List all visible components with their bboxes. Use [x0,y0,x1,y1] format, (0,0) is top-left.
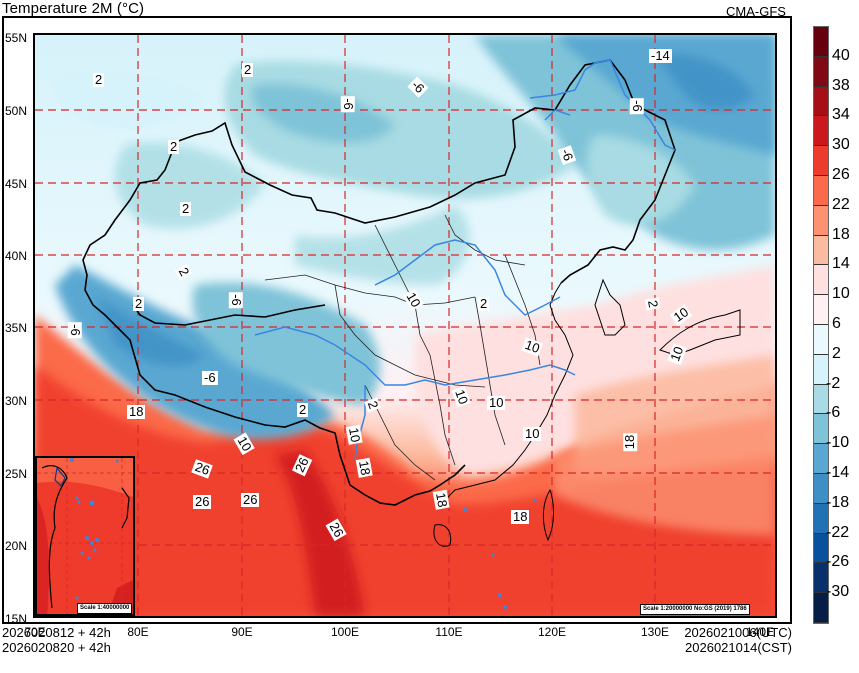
temperature-field [35,35,775,616]
colorbar-label: 14 [832,255,850,273]
contour-label: -6 [629,98,645,114]
contour-label: 10 [487,395,506,410]
colorbar-label: 6 [832,315,841,332]
colorbar-label: 34 [832,106,850,124]
latitude-label: 25N [5,467,28,481]
contour-label: 18 [511,509,530,524]
country-borders [82,59,676,506]
colorbar-segment [814,235,828,266]
colorbar-label: -26 [826,553,850,571]
contour-label: -6 [67,322,83,338]
contour-label: 2 [644,297,662,311]
contour-label: 2 [93,72,105,87]
contour-label: -6 [202,370,218,385]
colorbar-label: -2 [826,374,841,392]
colorbar-label: -10 [826,434,850,452]
colorbar-segment [814,324,828,355]
init-time-cst: 2026020820 + 42h [2,640,111,655]
latitude-label: 30N [5,394,28,408]
inset-map [37,458,133,614]
graticule [35,35,775,616]
colorbar-segment [814,384,828,415]
contour-label: 26 [193,494,212,509]
colorbar-segment [814,86,828,117]
contour-label: -6 [228,292,244,308]
plot-frame [2,16,792,624]
colorbar-segment [814,56,828,87]
south-china-sea-inset: Scale 1:40000000 [35,456,135,616]
contour-label: -6 [340,96,356,112]
colorbar-segment [814,175,828,206]
colorbar-segment [814,593,828,623]
colorbar-label: 40 [832,46,850,64]
colorbar-segment [814,533,828,564]
coastline [433,278,741,547]
map-scale-label: Scale 1:20000000 No:GS (2019) 1786 [640,604,750,615]
colorbar-label: 22 [832,195,850,213]
longitude-label: 70E [24,625,46,639]
contour-label: 2 [180,201,192,216]
temperature-map: 2 2 -6 -6 -14 -6 -6 2 2 2 2 -6 -6 -6 18 2 2 10 26 26 26 26 26 1… [33,33,777,618]
longitude-label: 80E [127,625,149,639]
longitude-label: 90E [231,625,253,639]
contour-label: 18 [355,457,374,479]
colorbar-segment [814,354,828,385]
colorbar-label: -22 [826,523,850,541]
latitude-label: 45N [5,177,28,191]
colorbar-segment [814,503,828,534]
colorbar-segment [814,265,828,296]
colorbar-label: -14 [826,464,850,481]
valid-time-cst: 2026021014(CST) [685,640,792,655]
inset-scale-label: Scale 1:40000000 [77,603,133,614]
colorbar-segment [814,444,828,474]
colorbar-label: 38 [832,76,850,94]
colorbar-label: 10 [832,285,850,303]
colorbar [813,26,829,624]
colorbar-segment [814,563,828,594]
colorbar-label: -18 [826,493,850,511]
colorbar-label: -30 [826,583,850,601]
rivers [254,59,676,461]
contour-label: 2 [168,139,180,154]
longitude-label: 100E [330,625,360,639]
contour-label: 18 [622,432,638,452]
contour-label: 18 [432,489,451,511]
contour-label: -14 [649,48,672,63]
colorbar-segment [814,146,828,176]
colorbar-segment [814,295,828,325]
latitude-label: 20N [5,539,28,553]
longitude-label: 120E [537,625,567,639]
init-time-utc: 2026020812 + 42h [2,625,111,640]
model-label: CMA-GFS [726,4,786,19]
contour-label: 26 [241,492,260,507]
latitude-label: 40N [5,249,28,263]
colorbar-segment [814,473,828,504]
contour-label: 10 [523,426,542,441]
colorbar-segment [814,205,828,236]
colorbar-label: 26 [832,166,850,183]
colorbar-label: 18 [832,225,850,243]
latitude-label: 15N [5,612,28,626]
valid-time-utc: 2026021006(UTC) [684,625,792,640]
islands [463,498,537,609]
colorbar-segment [814,116,828,147]
chart-title: Temperature 2M (°C) [2,0,145,17]
latitude-label: 55N [5,31,28,45]
contour-label: 18 [127,404,146,419]
latitude-label: 50N [5,104,28,118]
contour-label: 2 [133,296,145,311]
contour-label: 2 [478,296,490,311]
latitude-label: 35N [5,321,28,335]
contour-label: 2 [297,402,309,417]
longitude-label: 140E [745,625,775,639]
contour-label: 10 [345,424,364,446]
colorbar-label: -6 [826,404,841,422]
colorbar-label: 30 [832,136,850,154]
colorbar-label: 2 [832,344,841,362]
colorbar-segment [814,414,828,445]
colorbar-segment [814,27,828,57]
contour-label: 2 [242,62,254,77]
longitude-label: 110E [435,625,463,639]
longitude-label: 130E [640,625,670,639]
